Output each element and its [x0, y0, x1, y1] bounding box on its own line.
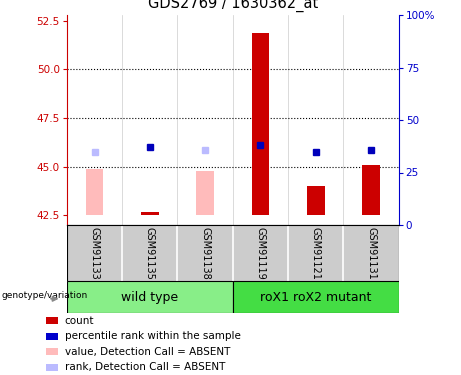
Bar	[307, 186, 325, 215]
Bar	[46, 348, 58, 355]
Bar	[46, 333, 58, 340]
Text: GSM91138: GSM91138	[200, 227, 210, 279]
Bar	[362, 165, 380, 215]
Text: rank, Detection Call = ABSENT: rank, Detection Call = ABSENT	[65, 362, 225, 372]
Text: GSM91131: GSM91131	[366, 227, 376, 279]
Bar	[67, 281, 233, 313]
Bar	[252, 33, 269, 215]
Text: wild type: wild type	[121, 291, 178, 304]
Text: GSM91133: GSM91133	[89, 227, 100, 279]
Bar	[233, 281, 399, 313]
Bar	[46, 317, 58, 324]
Text: roX1 roX2 mutant: roX1 roX2 mutant	[260, 291, 372, 304]
Bar	[46, 364, 58, 371]
Text: GSM91121: GSM91121	[311, 226, 321, 280]
Text: GSM91135: GSM91135	[145, 226, 155, 280]
Title: GDS2769 / 1630362_at: GDS2769 / 1630362_at	[148, 0, 318, 12]
Text: GSM91119: GSM91119	[255, 227, 266, 279]
Text: value, Detection Call = ABSENT: value, Detection Call = ABSENT	[65, 347, 230, 357]
Bar	[86, 169, 103, 215]
Text: percentile rank within the sample: percentile rank within the sample	[65, 332, 241, 341]
Text: genotype/variation: genotype/variation	[1, 291, 88, 300]
Bar	[196, 171, 214, 215]
Text: count: count	[65, 316, 94, 326]
Bar	[141, 212, 159, 215]
